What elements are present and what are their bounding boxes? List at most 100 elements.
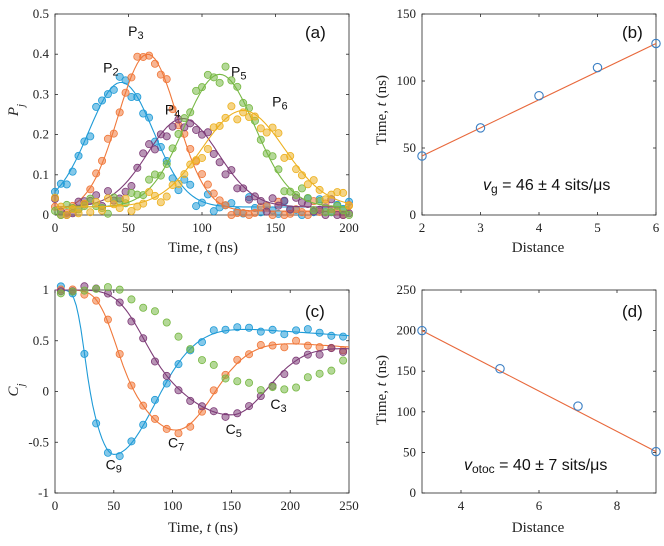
series-p6-point <box>239 108 248 117</box>
panel-b-data-point <box>475 123 486 133</box>
series-p2-point <box>115 72 124 81</box>
series-p4-point <box>227 166 236 175</box>
series-p6-point <box>203 144 212 153</box>
panel-b-label: (b) <box>622 23 643 42</box>
series-c5-point <box>115 298 124 307</box>
series-c9-point <box>209 326 218 335</box>
series-p5-point <box>180 114 189 123</box>
panel-a-y-tick-label: 0 <box>43 207 50 222</box>
series-c7-point <box>150 414 159 423</box>
panel-b-x-tick-label: 2 <box>419 220 426 235</box>
series-c9-point <box>339 332 348 341</box>
panel-b-x-tick-label: 4 <box>536 220 543 235</box>
panel-c-y-tick-label: -1 <box>38 485 49 500</box>
series-p4-point <box>221 170 230 179</box>
series-p2-point <box>145 113 154 122</box>
series-c5-point <box>174 386 183 395</box>
panel-b-y-tick-label: 0 <box>410 207 417 222</box>
series-p4-fit-line <box>55 118 349 208</box>
series-c3-point <box>245 378 254 387</box>
series-p2-point <box>109 85 118 94</box>
series-p5-point <box>233 82 242 91</box>
series-c5-point <box>339 347 348 356</box>
series-p6-point <box>86 208 95 217</box>
series-p5-point <box>162 159 171 168</box>
series-p6-point <box>344 201 353 210</box>
series-p5-point <box>145 175 154 184</box>
series-p4-point <box>139 149 148 158</box>
panel-a-y-tick-label: 0.2 <box>33 127 49 142</box>
series-c5-point <box>221 412 230 421</box>
series-p4-point <box>280 196 289 205</box>
series-p4-point <box>262 207 271 216</box>
series-c5-point <box>186 396 195 405</box>
series-c7-point <box>233 355 242 364</box>
series-p5-point <box>339 206 348 215</box>
series-p5-point <box>215 78 224 87</box>
series-c5-point <box>127 317 136 326</box>
series-c3-point <box>303 373 312 382</box>
series-c3-point <box>150 307 159 316</box>
series-p5-point <box>156 171 165 180</box>
series-c5-point <box>209 407 218 416</box>
series-p6-point <box>303 180 312 189</box>
series-c7-point <box>256 341 265 350</box>
series-p5-point <box>239 98 248 107</box>
series-c3-point <box>221 374 230 383</box>
panel-b-data-point <box>417 151 427 161</box>
series-p3-point <box>203 180 212 189</box>
series-p6-point <box>186 160 195 169</box>
series-c5-point <box>233 409 242 418</box>
panel-d-fit-line <box>421 330 657 453</box>
series-c7-point <box>186 422 195 431</box>
series-c5-point <box>280 369 289 378</box>
series-p6-point <box>268 123 277 132</box>
panel-c: Cj Time, t (ns) (c) 0 50 100 150 200 250 -1 -0.… <box>6 282 359 536</box>
panel-d-data-point <box>417 325 427 336</box>
panel-a-x-tick-label: 100 <box>192 220 212 235</box>
series-c9-point <box>303 325 312 334</box>
series-p6-point <box>339 188 348 197</box>
series-c7-point <box>303 341 312 350</box>
series-p5-point <box>327 208 336 217</box>
series-p6-point <box>309 176 318 185</box>
panel-d-y-tick-label: 0 <box>410 485 417 500</box>
series-p6-point <box>56 202 65 211</box>
panel-c-x-tick-label: 250 <box>339 498 359 513</box>
series-c3-label: C3 <box>270 396 286 415</box>
series-c9-point <box>292 326 301 335</box>
series-c3-point <box>268 383 277 392</box>
series-p3-point <box>303 210 312 219</box>
series-p6-point <box>115 203 124 212</box>
series-c9-point <box>92 419 101 428</box>
series-p5-point <box>186 108 195 117</box>
panel-c-x-tick-label: 100 <box>163 498 183 513</box>
series-p4-point <box>162 132 171 141</box>
series-c3-point <box>162 318 171 327</box>
series-p5-point <box>192 86 201 95</box>
series-p3-point <box>215 196 224 205</box>
series-c5-point <box>327 344 336 353</box>
series-p6-point <box>139 199 148 208</box>
panel-a-y-tick-label: 0.1 <box>33 167 49 182</box>
series-p2-point <box>74 151 83 160</box>
series-p2-point <box>139 109 148 118</box>
panel-a-x-tick-label: 200 <box>339 220 359 235</box>
series-c3-point <box>327 366 336 375</box>
series-p2-point <box>209 207 218 216</box>
panel-a-y-tick-label: 0.4 <box>33 46 50 61</box>
series-c3-point <box>292 383 301 392</box>
series-c9-point <box>327 331 336 340</box>
series-c5-point <box>303 350 312 359</box>
series-p6-point <box>80 199 89 208</box>
series-c7-point <box>209 386 218 395</box>
series-p4-point <box>274 201 283 210</box>
panel-b-y-tick-label: 50 <box>403 140 416 155</box>
series-p2-point <box>98 96 107 105</box>
series-p3-point <box>150 59 159 68</box>
series-p6-point <box>156 198 165 207</box>
panel-c-y-tick-label: 0 <box>43 384 50 399</box>
series-p3-point <box>98 156 107 165</box>
panel-d-data-point <box>651 446 661 457</box>
